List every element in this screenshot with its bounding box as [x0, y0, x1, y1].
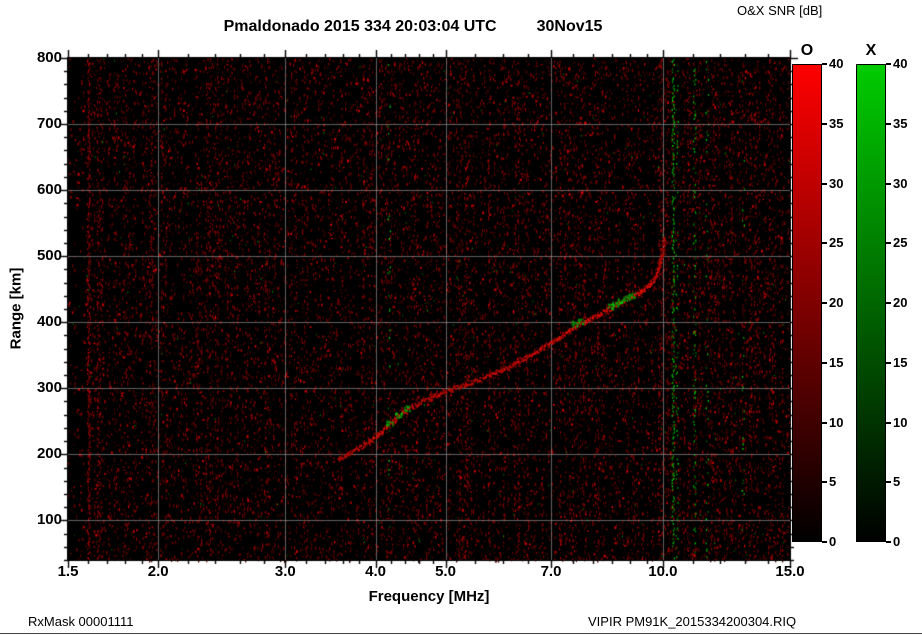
y-tick-label: 600 — [36, 181, 62, 199]
colorbar-x-label: X — [865, 42, 877, 59]
colorbar-tick-label: 10 — [885, 414, 908, 430]
colorbar-tick-label: 25 — [885, 235, 908, 251]
colorbar-tick-label: 15 — [821, 354, 844, 370]
x-tick-label: 3.0 — [274, 563, 296, 580]
colorbar-tick-label: 40 — [885, 56, 908, 71]
x-tick-label: 7.0 — [540, 563, 562, 580]
colorbar-tick-label: 30 — [821, 175, 844, 191]
colorbar-x — [856, 64, 886, 542]
y-tick-label: 200 — [36, 445, 62, 463]
x-tick-label: 2.0 — [147, 563, 169, 580]
y-tick-label: 800 — [36, 49, 62, 66]
y-tick-label: 400 — [36, 313, 62, 331]
x-tick-label: 10.0 — [648, 563, 678, 580]
colorbar-tick-label: 0 — [885, 534, 901, 549]
y-tick-label: 500 — [36, 247, 62, 265]
y-tick-label: 100 — [36, 511, 62, 529]
filename-label: VIPIR PM91K_2015334200304.RIQ — [588, 614, 797, 629]
colorbar-tick-label: 35 — [885, 115, 908, 131]
colorbar-tick-label: 25 — [821, 235, 844, 251]
rxmask-label: RxMask 00001111 — [28, 614, 134, 629]
colorbar-tick-label: 30 — [885, 175, 908, 191]
x-tick-labels: 1.5 2.0 3.0 4.0 5.0 7.0 10.0 15.0 — [0, 563, 922, 583]
colorbar-tick-label: 15 — [885, 354, 908, 370]
colorbar-tick-label: 35 — [821, 115, 844, 131]
colorbar-o-label: O — [800, 42, 814, 59]
x-tick-label: 5.0 — [435, 563, 456, 580]
plot-title-row: Pmaldonado 2015 334 20:03:04 UTC 30Nov15 — [52, 18, 774, 36]
y-tick-labels: 100 200 300 400 500 600 700 800 — [14, 0, 62, 636]
x-tick-label: 4.0 — [365, 563, 386, 580]
ionogram-canvas — [58, 48, 800, 570]
colorbar-title: O&X SNR [dB] — [737, 3, 823, 18]
colorbar-o — [792, 64, 822, 542]
bottom-divider — [0, 633, 922, 634]
colorbar-tick-label: 10 — [821, 414, 844, 430]
x-axis-label: Frequency [MHz] — [368, 588, 490, 605]
colorbar-tick-label: 20 — [821, 295, 844, 310]
colorbar-tick-label: 40 — [821, 56, 844, 71]
colorbar-tick-label: 5 — [885, 474, 901, 490]
colorbar-tick-label: 0 — [821, 534, 837, 549]
plot-title: Pmaldonado 2015 334 20:03:04 UTC — [223, 18, 497, 35]
colorbar-tick-label: 20 — [885, 295, 908, 310]
y-tick-label: 700 — [36, 115, 62, 133]
colorbar-ticks-o: 0 5 10 15 20 25 30 35 40 — [821, 0, 863, 636]
x-tick-label: 1.5 — [57, 563, 79, 580]
x-tick-label: 15.0 — [775, 563, 805, 580]
y-tick-label: 300 — [36, 379, 62, 397]
plot-date: 30Nov15 — [536, 18, 603, 35]
colorbar-tick-label: 5 — [821, 474, 837, 490]
colorbar-ticks-x: 0 5 10 15 20 25 30 35 40 — [885, 0, 922, 636]
